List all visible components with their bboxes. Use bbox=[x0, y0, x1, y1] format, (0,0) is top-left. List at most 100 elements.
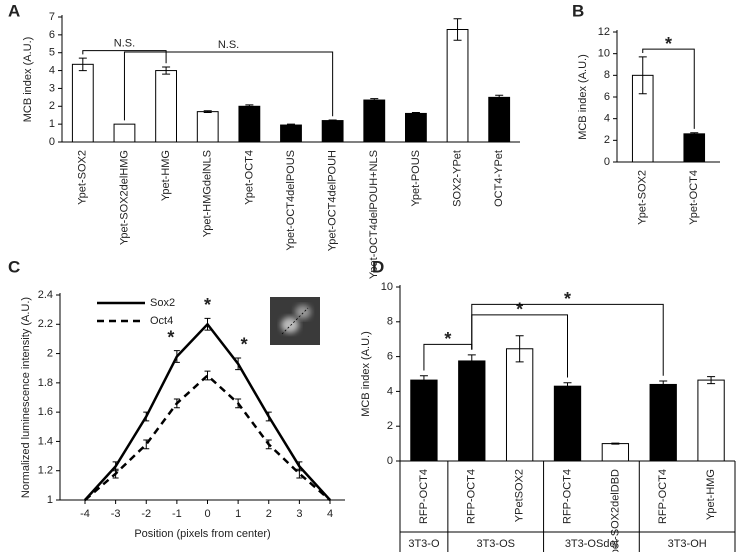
y-tick-label: 3 bbox=[49, 82, 55, 94]
bar bbox=[649, 383, 677, 462]
y-tick-label: 2 bbox=[49, 100, 55, 112]
bar bbox=[113, 123, 136, 143]
error-bar bbox=[245, 104, 254, 109]
y-tick-label: 6 bbox=[49, 29, 55, 41]
error-bar bbox=[265, 439, 272, 450]
error-bar bbox=[411, 112, 420, 115]
x-tick-label: 3 bbox=[296, 508, 302, 520]
significance-bracket bbox=[123, 51, 334, 121]
x-axis-title: Position (pixels from center) bbox=[134, 528, 270, 540]
significance-label: N.S. bbox=[114, 37, 135, 49]
bar bbox=[488, 96, 511, 143]
bar bbox=[458, 360, 486, 462]
group-label: 3T3-O bbox=[408, 538, 440, 550]
x-tick-label: Ypet-SOX2delDBD bbox=[609, 469, 621, 552]
y-tick-label: 1.8 bbox=[38, 377, 53, 389]
y-axis-title: MCB index (A.U.) bbox=[360, 331, 372, 417]
x-tick-label: -1 bbox=[172, 508, 182, 520]
y-tick-label: 1.6 bbox=[38, 406, 53, 418]
y-tick-label: 5 bbox=[49, 47, 55, 59]
bar bbox=[683, 133, 706, 163]
error-bar bbox=[370, 98, 379, 102]
x-tick-label: Ypet-OCT4delPOUH bbox=[327, 150, 339, 251]
panel-label: C bbox=[8, 257, 20, 276]
significance-bracket bbox=[82, 50, 167, 64]
error-bar bbox=[611, 442, 620, 445]
y-tick-label: 0 bbox=[49, 136, 55, 148]
y-tick-label: 10 bbox=[381, 281, 393, 293]
error-bar bbox=[173, 350, 180, 363]
significance-label: * bbox=[204, 295, 211, 315]
x-tick-label: 1 bbox=[235, 508, 241, 520]
error-bar bbox=[453, 18, 462, 41]
panel-label: B bbox=[572, 1, 584, 20]
bar bbox=[553, 385, 582, 462]
error-bar bbox=[235, 398, 242, 409]
error-bar bbox=[707, 376, 716, 385]
error-bar bbox=[204, 317, 211, 331]
inset-image bbox=[270, 297, 320, 345]
x-tick-label: RFP-OCT4 bbox=[466, 469, 478, 524]
x-tick-label: Ypet-OCT4 bbox=[243, 150, 255, 205]
x-tick-label: Ypet-SOX2delHMG bbox=[118, 150, 130, 245]
x-tick-label: -4 bbox=[80, 508, 90, 520]
group-label: 3T3-OSdel bbox=[565, 538, 618, 550]
y-tick-label: 4 bbox=[49, 64, 55, 76]
y-tick-label: 6 bbox=[387, 351, 393, 363]
y-tick-label: 4 bbox=[387, 385, 393, 397]
x-tick-label: -3 bbox=[111, 508, 121, 520]
error-bar bbox=[328, 119, 337, 122]
x-tick-label: Ypet-HMGdelNLS bbox=[202, 150, 214, 237]
y-axis-title: Normalized luminescence intensity (A.U.) bbox=[20, 297, 32, 498]
bar bbox=[505, 348, 534, 462]
y-tick-label: 1 bbox=[49, 118, 55, 130]
significance-label: * bbox=[444, 329, 451, 349]
x-tick-label: Ypet-SOX2 bbox=[77, 150, 89, 205]
series-line bbox=[84, 373, 331, 501]
x-tick-label: RFP-OCT4 bbox=[657, 469, 669, 524]
bar bbox=[697, 379, 725, 462]
y-tick-label: 8 bbox=[604, 69, 610, 81]
x-tick-label: 0 bbox=[204, 508, 210, 520]
error-bar bbox=[112, 468, 119, 479]
error-bar bbox=[287, 123, 295, 127]
x-tick-label: -2 bbox=[141, 508, 151, 520]
error-bar bbox=[296, 468, 303, 479]
panel-label: A bbox=[8, 1, 20, 20]
legend-label: Oct4 bbox=[150, 315, 173, 327]
y-tick-label: 2.2 bbox=[38, 318, 53, 330]
x-tick-label: Ypet-POUS bbox=[410, 150, 422, 207]
error-bar bbox=[173, 398, 180, 409]
bar bbox=[280, 124, 302, 143]
x-tick-label: Ypet-OCT4 bbox=[688, 170, 700, 225]
error-bar bbox=[235, 357, 242, 371]
error-bar bbox=[495, 94, 504, 100]
bar bbox=[405, 112, 427, 143]
error-bar bbox=[690, 132, 699, 136]
error-bar bbox=[78, 57, 87, 72]
significance-label: N.S. bbox=[218, 39, 239, 51]
y-tick-label: 1.2 bbox=[38, 465, 53, 477]
y-tick-label: 1.4 bbox=[38, 435, 53, 447]
y-tick-label: 2.4 bbox=[38, 289, 53, 301]
x-tick-label: Ypet-OCT4delPOUH+NLS bbox=[368, 150, 380, 279]
error-bar bbox=[467, 354, 476, 368]
group-label: 3T3-OH bbox=[668, 538, 707, 550]
error-bar bbox=[419, 375, 428, 385]
significance-label: * bbox=[665, 34, 672, 54]
y-tick-label: 1 bbox=[47, 494, 53, 506]
error-bar bbox=[143, 439, 150, 450]
y-axis-title: MCB index (A.U.) bbox=[22, 37, 34, 123]
panel-label: D bbox=[372, 257, 384, 276]
significance-label: * bbox=[516, 300, 523, 320]
x-tick-label: 4 bbox=[327, 508, 333, 520]
y-tick-label: 2 bbox=[604, 134, 610, 146]
significance-bracket bbox=[471, 303, 664, 376]
x-tick-label: YPetSOX2 bbox=[514, 469, 526, 522]
y-tick-label: 2 bbox=[47, 347, 53, 359]
y-tick-label: 10 bbox=[598, 48, 610, 60]
y-tick-label: 8 bbox=[387, 316, 393, 328]
bar bbox=[71, 63, 94, 143]
x-tick-label: 2 bbox=[266, 508, 272, 520]
bar bbox=[155, 70, 178, 143]
